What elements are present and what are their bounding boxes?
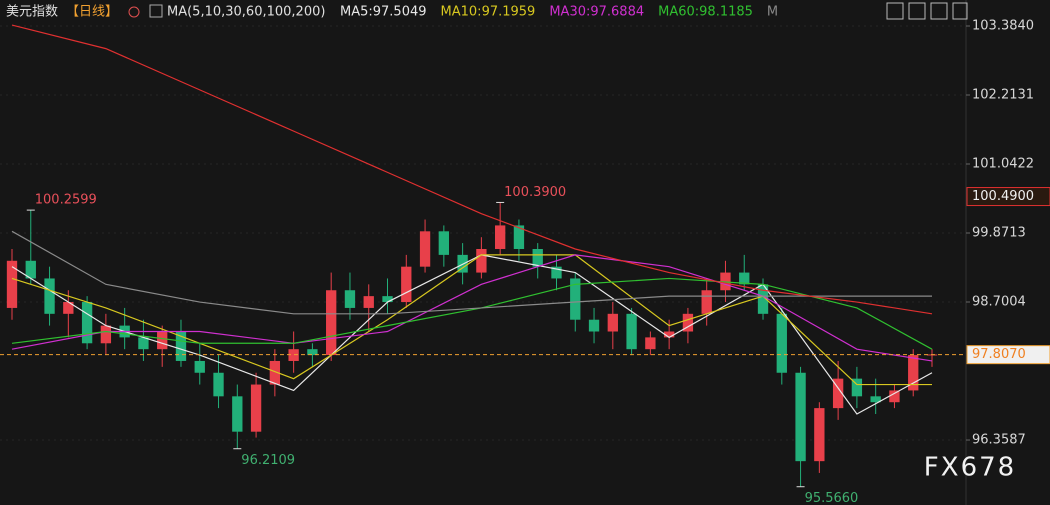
candle-body <box>532 248 543 267</box>
tool-button[interactable] <box>952 2 968 20</box>
annotation-label: 96.2109 <box>241 453 295 468</box>
price-label: 100.4900 <box>972 189 1034 204</box>
mode-label: M <box>767 5 778 20</box>
y-tick-label: 102.2131 <box>972 87 1034 102</box>
candle-body <box>25 260 36 279</box>
y-tick-label: 98.7004 <box>972 295 1026 310</box>
candle-body <box>795 372 806 462</box>
period: 【日线】 <box>66 5 118 20</box>
candle-body <box>44 278 55 314</box>
tool-button[interactable] <box>908 2 926 20</box>
annotation-label: 100.3900 <box>504 185 566 200</box>
tool-button[interactable] <box>886 2 904 20</box>
candle-body <box>682 313 694 332</box>
candle-body <box>269 360 281 385</box>
candle-body <box>570 278 581 320</box>
candle-body <box>701 290 712 314</box>
candle-body <box>908 355 919 391</box>
annotation-label: 100.2599 <box>35 193 97 208</box>
candle-body <box>663 331 675 338</box>
candle-body <box>250 384 262 432</box>
candle-body <box>363 296 374 308</box>
candle-body <box>851 378 863 397</box>
candle-body <box>645 337 656 350</box>
candle-body <box>81 302 93 344</box>
toolbar <box>886 2 968 20</box>
candle-body <box>438 231 449 255</box>
indicator-icon[interactable] <box>149 4 163 18</box>
candle-body <box>607 313 618 332</box>
candle-body <box>175 331 187 361</box>
candle-body <box>344 290 356 308</box>
y-tick-label: 101.0422 <box>972 156 1034 171</box>
candle-body <box>870 396 881 403</box>
legend-entry: MA60:98.1185 <box>658 5 753 20</box>
candle-body <box>495 225 506 249</box>
candle-body <box>213 372 224 397</box>
candle-body <box>232 396 243 432</box>
tool-button[interactable] <box>930 2 948 20</box>
candle-body <box>757 284 769 314</box>
candle-body <box>307 349 318 356</box>
candle-body <box>100 325 112 344</box>
candle-body <box>6 260 18 308</box>
y-tick-label: 96.3587 <box>972 433 1026 448</box>
candle-body <box>832 378 844 409</box>
legend-entry: MA5:97.5049 <box>340 5 427 20</box>
candle-body <box>194 360 205 373</box>
candle-body <box>889 390 900 403</box>
candle-body <box>382 296 393 303</box>
candle-body <box>588 319 600 332</box>
candle-body <box>326 290 337 356</box>
candle-body <box>157 331 168 350</box>
candle-body <box>288 349 299 361</box>
y-tick-label: 103.3840 <box>972 18 1034 33</box>
candle-body <box>739 272 750 285</box>
candle-body <box>626 313 637 350</box>
candle-body <box>401 266 412 303</box>
ma-line <box>11 254 933 362</box>
price-box <box>966 187 1050 207</box>
annotation-label: 95.5660 <box>805 491 859 505</box>
candle-body <box>814 408 825 462</box>
price-label: 97.8070 <box>972 347 1026 362</box>
watermark: FX678 <box>924 453 1016 483</box>
candle-body <box>476 248 487 273</box>
legend: MA5:97.5049 MA10:97.1959 MA30:97.6884 MA60:… <box>340 5 778 20</box>
y-tick-label: 99.8713 <box>972 226 1026 241</box>
legend-entry: MA30:97.6884 <box>549 5 644 20</box>
candle-body <box>513 225 525 249</box>
candle-body <box>419 231 431 267</box>
period-icon[interactable] <box>128 6 140 18</box>
candle-body <box>551 266 562 279</box>
ma-label: MA(5,10,30,60,100,200) <box>167 5 325 20</box>
candle-body <box>138 337 149 350</box>
legend-entry: MA10:97.1959 <box>441 5 536 20</box>
chart-title: 美元指数 <box>6 5 58 20</box>
candle-body <box>776 313 787 373</box>
candle-body <box>63 302 74 314</box>
price-box <box>966 345 1050 365</box>
ma-line <box>11 24 933 315</box>
ma-line <box>11 230 932 315</box>
